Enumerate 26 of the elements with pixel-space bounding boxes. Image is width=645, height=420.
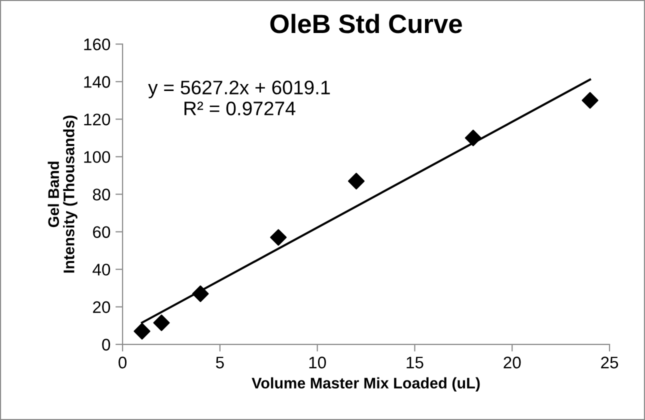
y-tick-label: 80 bbox=[92, 188, 110, 200]
y-tick-label: 100 bbox=[84, 151, 110, 163]
point bbox=[153, 314, 170, 332]
y-tick-label: 40 bbox=[92, 264, 110, 276]
x-tick-label: 10 bbox=[309, 356, 326, 368]
x-tick-label: 15 bbox=[406, 356, 424, 368]
point bbox=[134, 322, 150, 340]
chart-title: OleB Std Curve bbox=[270, 14, 462, 34]
x-tick-label: 0 bbox=[118, 356, 127, 368]
y-tick-label: 60 bbox=[93, 226, 110, 238]
x-tick-label: 5 bbox=[216, 356, 224, 368]
y-tick-label: 120 bbox=[84, 114, 110, 126]
point bbox=[582, 92, 598, 109]
annotation: y = 5627.2x + 6019.1 R² = 0.97274 bbox=[148, 80, 330, 116]
point bbox=[464, 130, 482, 146]
y-tick-label: 20 bbox=[93, 301, 110, 314]
point bbox=[192, 285, 209, 302]
y-tick-label: 0 bbox=[102, 338, 110, 351]
x-tick-label: 25 bbox=[601, 356, 618, 368]
y-tick-label: 160 bbox=[84, 38, 110, 50]
x-tick-label: 20 bbox=[504, 356, 521, 368]
y-axis-title: Gel Band Intensity (Thousands) bbox=[48, 116, 78, 273]
y-tick-label: 140 bbox=[84, 76, 110, 88]
point bbox=[348, 172, 365, 190]
x-axis-title: Volume Master Mix Loaded (uL) bbox=[252, 377, 480, 392]
point bbox=[270, 229, 287, 246]
